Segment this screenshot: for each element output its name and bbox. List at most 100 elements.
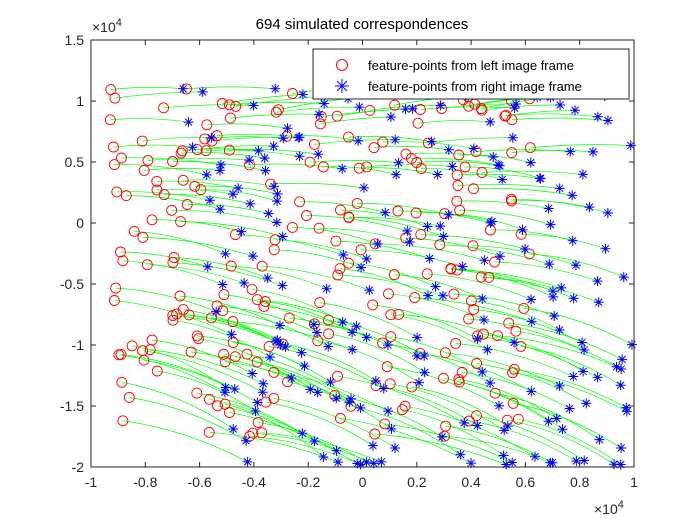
- x-tick-label: 0.2: [407, 474, 427, 490]
- correspondence-line: [121, 381, 234, 430]
- x-tick-label: -1: [85, 474, 98, 490]
- left-point: [393, 308, 405, 320]
- left-point: [323, 328, 335, 340]
- correspondence-line: [340, 417, 472, 464]
- correspondence-line: [374, 433, 507, 465]
- right-point: [294, 151, 305, 162]
- right-point: [220, 382, 231, 393]
- correspondence-line: [180, 221, 283, 237]
- right-point: [271, 217, 282, 228]
- left-point: [440, 420, 452, 432]
- right-point: [571, 456, 582, 467]
- correspondence-line: [420, 106, 515, 110]
- y-axis: -2 -1.5 -1 -0.5 0 0.5 1 1.5: [60, 32, 634, 475]
- right-point: [477, 366, 488, 377]
- right-point: [570, 105, 581, 116]
- correspondence-line: [375, 243, 485, 261]
- correspondence-line: [340, 209, 428, 227]
- correspondence-line: [235, 234, 344, 256]
- correspondence-line: [457, 173, 541, 179]
- correspondence-line: [144, 168, 220, 171]
- left-point: [110, 282, 122, 294]
- correspondence-line: [471, 300, 560, 331]
- left-point: [475, 103, 487, 115]
- correspondence-line: [273, 372, 389, 412]
- correspondence-line: [134, 230, 226, 255]
- correspondence-line: [465, 166, 541, 179]
- left-point: [377, 136, 389, 148]
- correspondence-line: [514, 368, 627, 408]
- left-point: [379, 418, 391, 430]
- right-point: [517, 224, 528, 235]
- right-point: [211, 306, 222, 317]
- left-point: [211, 130, 223, 142]
- left-point: [167, 257, 179, 269]
- correspondence-line: [445, 352, 560, 387]
- correspondence-line: [405, 237, 501, 257]
- correspondence-line: [116, 191, 210, 201]
- correspondence-line: [262, 265, 370, 291]
- correspondence-line: [320, 116, 391, 125]
- right-point: [226, 329, 237, 340]
- correspondence-line: [152, 339, 253, 374]
- left-point: [176, 145, 188, 157]
- right-point: [579, 344, 590, 355]
- left-point: [489, 387, 501, 399]
- right-point: [233, 183, 244, 194]
- correspondence-line: [110, 86, 184, 90]
- correspondence-line: [126, 195, 221, 210]
- left-point: [115, 349, 127, 360]
- correspondence-line: [233, 342, 331, 383]
- right-point: [264, 352, 275, 363]
- left-point: [334, 412, 346, 424]
- right-point: [318, 451, 329, 462]
- right-point: [507, 132, 518, 143]
- right-point: [509, 103, 520, 114]
- right-point: [390, 134, 401, 145]
- left-point: [166, 204, 178, 216]
- left-point: [450, 337, 462, 349]
- correspondence-line: [518, 418, 622, 465]
- right-point: [567, 235, 578, 246]
- right-point: [419, 351, 430, 362]
- right-point: [437, 290, 448, 301]
- left-point: [224, 407, 235, 418]
- correspondence-line: [187, 204, 269, 214]
- right-point: [361, 332, 372, 343]
- correspondence-line: [359, 167, 438, 175]
- left-point: [439, 347, 451, 359]
- left-point: [146, 334, 158, 346]
- left-point: [120, 190, 132, 202]
- right-point: [616, 443, 627, 454]
- correspondence-line: [390, 383, 505, 431]
- right-point: [447, 161, 458, 172]
- correspondence-line: [122, 260, 223, 285]
- right-point: [270, 83, 281, 94]
- right-point: [520, 244, 531, 255]
- right-point: [526, 294, 537, 305]
- left-point: [389, 99, 401, 111]
- right-point: [325, 377, 336, 388]
- left-point: [361, 161, 373, 173]
- right-point: [472, 333, 483, 344]
- right-point: [544, 259, 555, 270]
- left-point: [468, 183, 479, 195]
- right-point: [565, 146, 576, 157]
- left-point: [505, 193, 517, 205]
- right-point: [229, 384, 240, 395]
- correspondence-line: [118, 354, 226, 393]
- legend-label-right: feature-points from right image frame: [368, 79, 582, 94]
- correspondence-line: [172, 319, 271, 358]
- right-point: [625, 140, 636, 151]
- right-point: [422, 221, 433, 232]
- right-point: [275, 339, 286, 350]
- right-point: [564, 403, 575, 414]
- right-point: [333, 457, 344, 468]
- left-point: [492, 330, 504, 342]
- correspondence-line: [473, 187, 573, 196]
- left-point: [268, 366, 280, 378]
- left-point: [191, 387, 203, 399]
- right-point: [402, 226, 413, 237]
- left-point: [518, 302, 530, 314]
- left-point: [203, 393, 215, 405]
